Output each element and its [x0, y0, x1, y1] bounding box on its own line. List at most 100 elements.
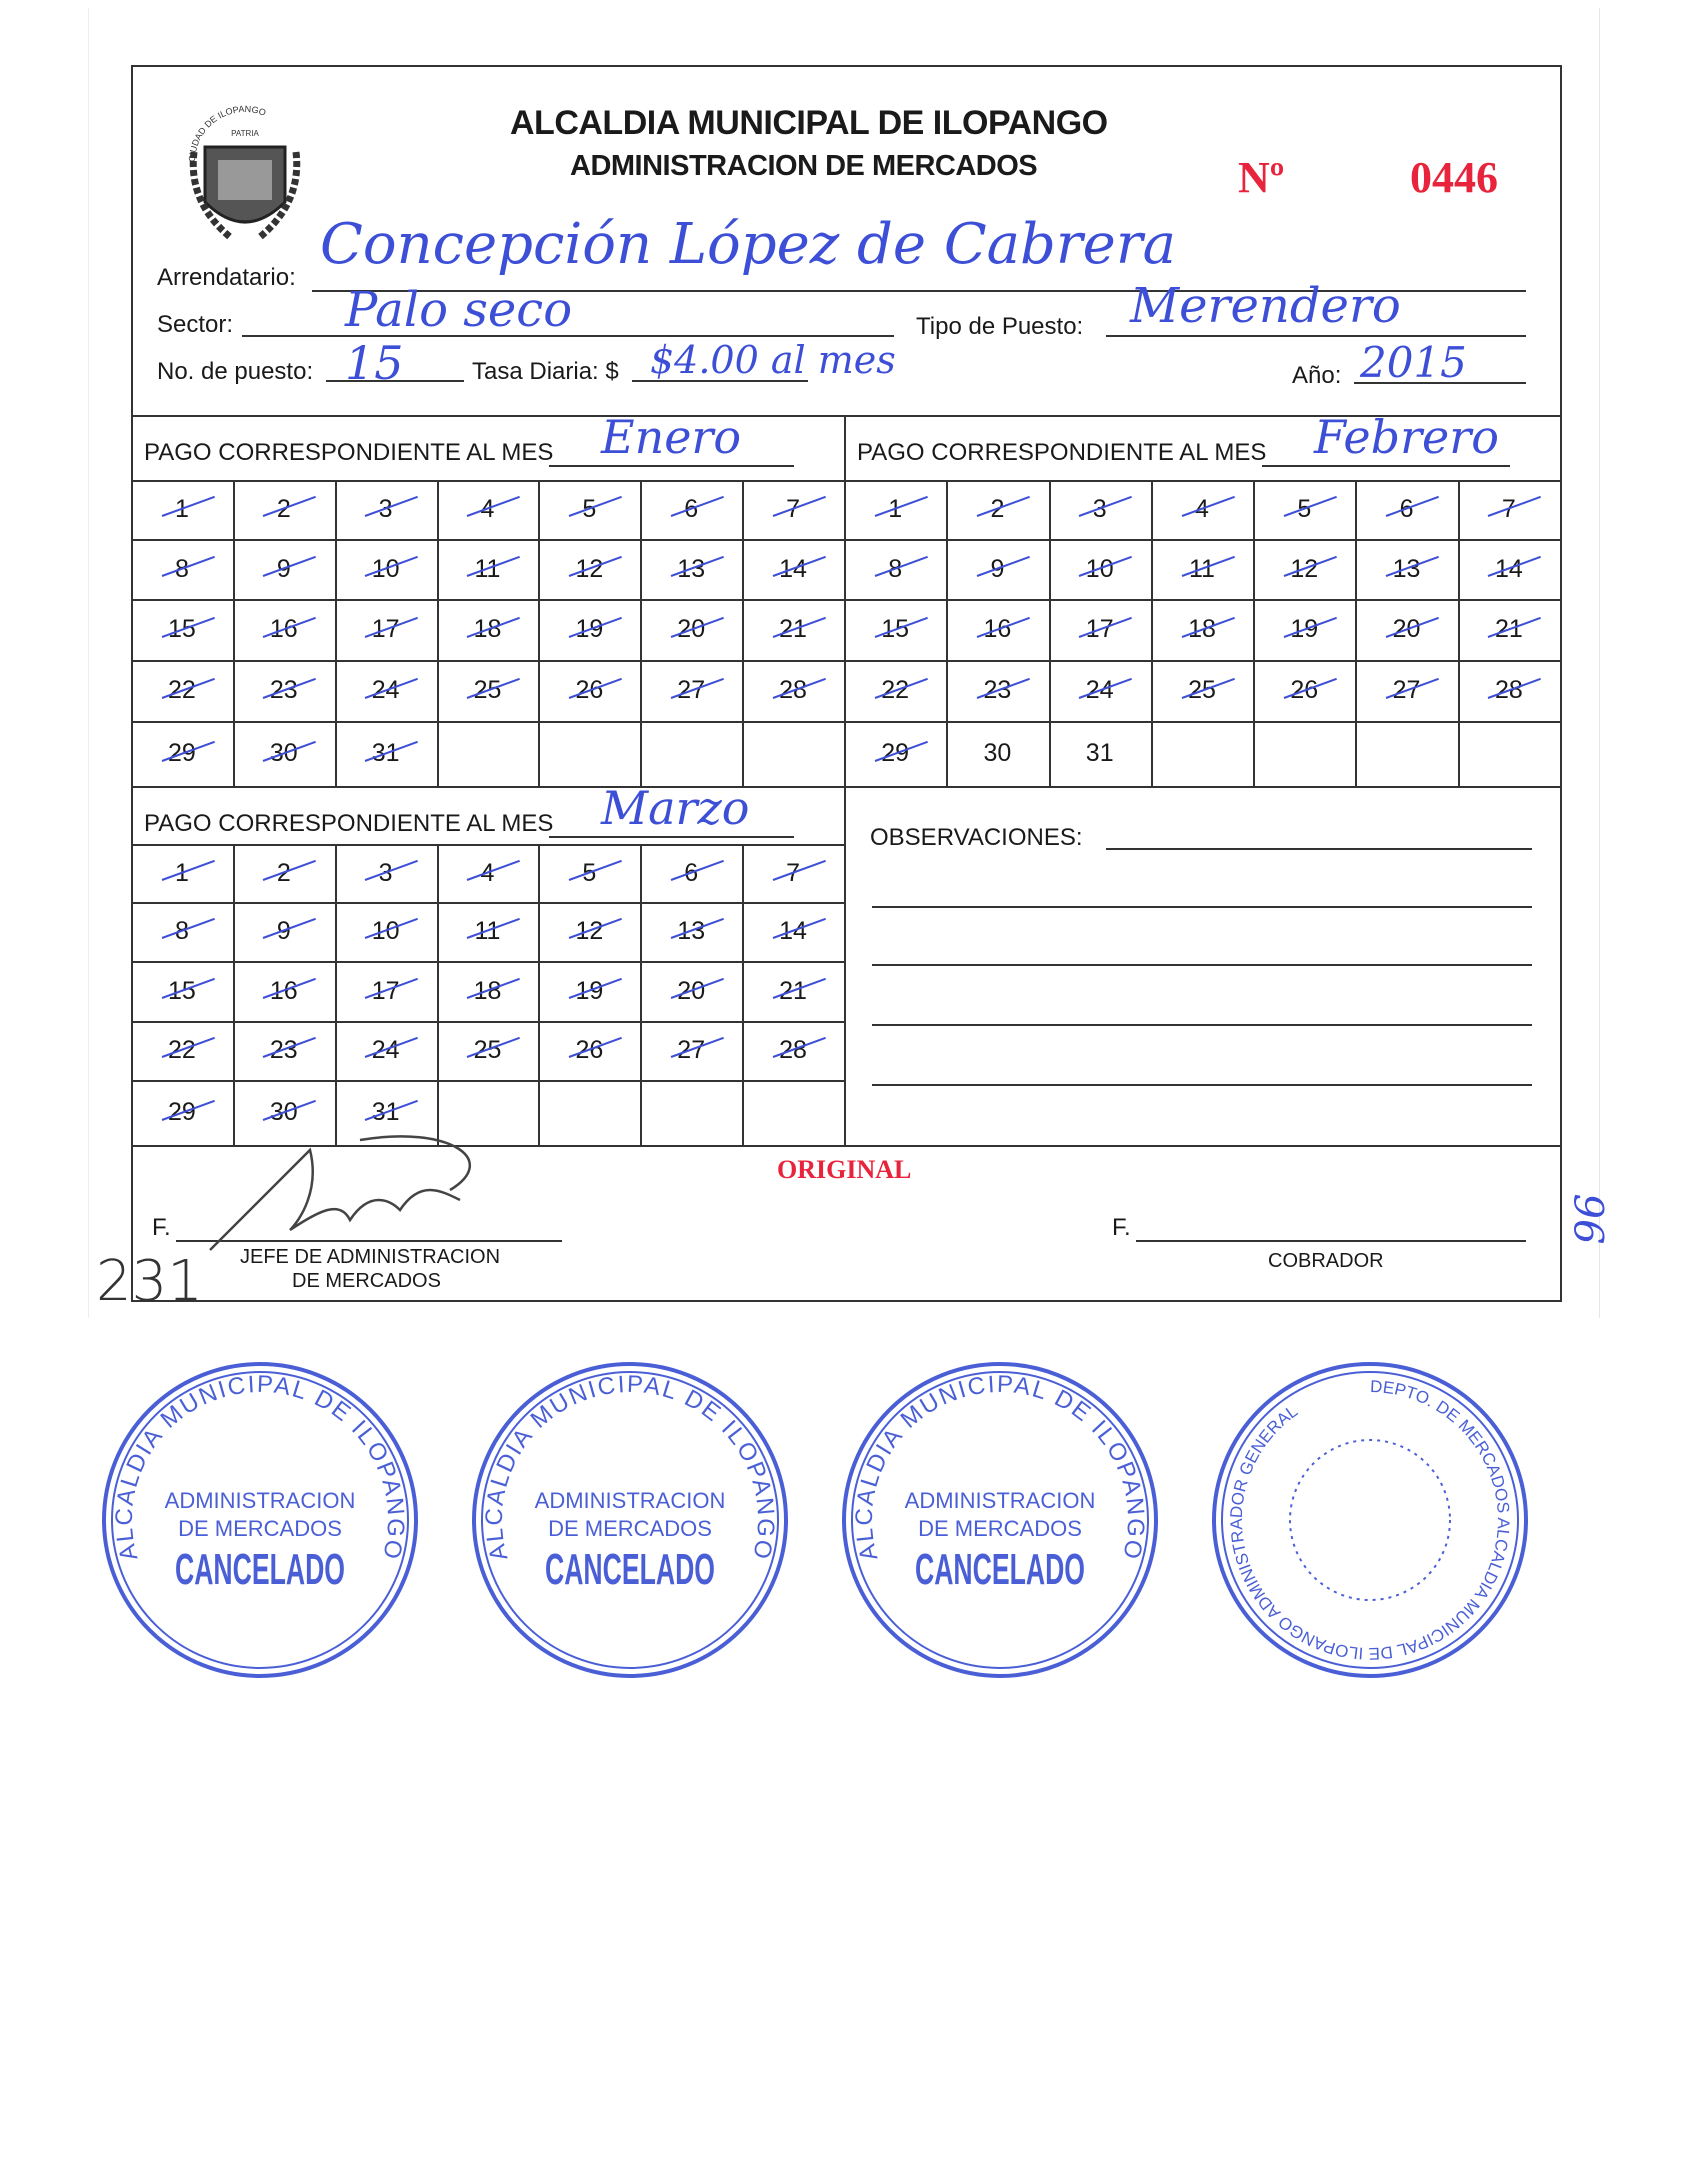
svg-text:ADMINISTRACION: ADMINISTRACION — [535, 1488, 726, 1513]
month-line — [549, 836, 794, 838]
handwritten-number: 231 — [96, 1249, 203, 1314]
grid-col-line — [640, 844, 643, 1145]
grid-row-line — [131, 902, 844, 904]
cobrador-label: COBRADOR — [1268, 1250, 1384, 1272]
footer-divider — [131, 1145, 1560, 1147]
arrendatario-value[interactable]: Concepción López de Cabrera — [320, 212, 1176, 277]
svg-text:ADMINISTRACION: ADMINISTRACION — [165, 1488, 356, 1513]
svg-text:CANCELADO: CANCELADO — [545, 1545, 715, 1594]
month-line — [1262, 465, 1510, 467]
observaciones-line — [872, 1084, 1532, 1086]
grid-col-line — [742, 480, 745, 786]
number-label: Nº — [1238, 153, 1285, 202]
observaciones-line — [872, 1024, 1532, 1026]
form-title: ALCALDIA MUNICIPAL DE ILOPANGO — [510, 104, 1108, 142]
svg-text:ADMINISTRACION: ADMINISTRACION — [905, 1488, 1096, 1513]
grid-row-line — [844, 539, 1560, 541]
grid-column-divider — [844, 415, 846, 1145]
tipo-puesto-value[interactable]: Merendero — [1130, 278, 1401, 334]
tipo-puesto-line — [1106, 335, 1526, 337]
puesto-line — [326, 380, 464, 382]
grid-col-line — [436, 844, 439, 1145]
cancelado-stamp: ALCALDIA MUNICIPAL DE ILOPANGOADMINISTRA… — [102, 1362, 418, 1678]
svg-text:DEPTO. DE MERCADOS ALCALDIA MU: DEPTO. DE MERCADOS ALCALDIA MUNICIPAL DE… — [1227, 1377, 1513, 1663]
grid-row-line — [844, 599, 1560, 601]
grid-col-line — [1253, 480, 1256, 786]
grid-col-line — [436, 480, 439, 786]
day-cell-30[interactable]: 30 — [983, 739, 1012, 767]
month-header-label: PAGO CORRESPONDIENTE AL MES — [144, 439, 554, 466]
grid-row-line — [131, 660, 844, 662]
grid-row-line — [131, 599, 844, 601]
cobrador-f-label: F. — [1112, 1214, 1131, 1241]
grid-col-line — [538, 480, 541, 786]
svg-text:CANCELADO: CANCELADO — [915, 1545, 1085, 1594]
month-value[interactable]: Marzo — [601, 781, 750, 835]
grid-col-line — [1355, 480, 1358, 786]
arrendatario-label: Arrendatario: — [157, 264, 296, 291]
page-sheet — [88, 8, 1600, 1318]
jefe-label-line2: DE MERCADOS — [292, 1270, 441, 1292]
municipal-seal-logo: CIUDAD DE ILOPANGO PATRIA — [187, 104, 301, 240]
grid-row-line — [844, 480, 1560, 482]
grid-col-line — [232, 844, 235, 1145]
anio-label: Año: — [1292, 362, 1342, 389]
observaciones-label: OBSERVACIONES: — [870, 824, 1083, 851]
grid-row-line — [131, 721, 844, 723]
jefe-signature-line — [176, 1240, 562, 1242]
grid-row-line — [844, 721, 1560, 723]
anio-line — [1354, 382, 1526, 384]
grid-row-line — [131, 1021, 844, 1023]
receipt-number: 0446 — [1410, 153, 1498, 202]
puesto-value[interactable]: 15 — [345, 336, 404, 390]
month-value[interactable]: Febrero — [1314, 410, 1499, 464]
cancelado-stamp: ALCALDIA MUNICIPAL DE ILOPANGOADMINISTRA… — [842, 1362, 1158, 1678]
jefe-label-line1: JEFE DE ADMINISTRACION — [240, 1246, 501, 1268]
grid-col-line — [1457, 480, 1460, 786]
original-label: ORIGINAL — [777, 1155, 912, 1184]
grid-row-line — [131, 961, 844, 963]
seal-motto: PATRIA — [231, 129, 259, 138]
tasa-value[interactable]: $4.00 al mes — [650, 338, 896, 382]
month-header-label: PAGO CORRESPONDIENTE AL MES — [144, 810, 554, 837]
sector-label: Sector: — [157, 311, 234, 338]
grid-col-line — [232, 480, 235, 786]
day-cell-31[interactable]: 31 — [1085, 739, 1114, 767]
month-line — [549, 465, 794, 467]
sector-value[interactable]: Palo seco — [345, 282, 573, 338]
anio-value[interactable]: 2015 — [1360, 338, 1467, 387]
tipo-puesto-label: Tipo de Puesto: — [916, 313, 1084, 340]
jefe-f-label: F. — [152, 1214, 171, 1241]
tasa-label: Tasa Diaria: $ — [472, 358, 619, 385]
grid-row-line — [131, 844, 844, 846]
puesto-label: No. de puesto: — [157, 358, 314, 385]
grid-row-line — [131, 539, 844, 541]
grid-col-line — [1048, 480, 1051, 786]
grid-row-line — [131, 1080, 844, 1082]
grid-col-line — [1150, 480, 1153, 786]
grid-row-line — [844, 660, 1560, 662]
arrendatario-line — [312, 290, 1526, 292]
form-subtitle: ADMINISTRACION DE MERCADOS — [570, 150, 1038, 182]
cancelado-stamp: ALCALDIA MUNICIPAL DE ILOPANGOADMINISTRA… — [472, 1362, 788, 1678]
grid-col-line — [334, 480, 337, 786]
administrador-stamp: DEPTO. DE MERCADOS ALCALDIA MUNICIPAL DE… — [1212, 1362, 1528, 1678]
sector-line — [242, 335, 894, 337]
observaciones-line — [872, 964, 1532, 966]
receipt-form — [131, 65, 1562, 1302]
cobrador-signature-line — [1136, 1240, 1526, 1242]
grid-col-line — [640, 480, 643, 786]
jefe-signature — [209, 1135, 472, 1251]
svg-text:DE MERCADOS: DE MERCADOS — [918, 1516, 1082, 1541]
grid-row-line — [131, 480, 844, 482]
month-value[interactable]: Enero — [601, 410, 742, 464]
grid-col-line — [742, 844, 745, 1145]
observaciones-line — [1106, 848, 1532, 850]
grid-col-line — [538, 844, 541, 1145]
month-header-label: PAGO CORRESPONDIENTE AL MES — [857, 439, 1267, 466]
svg-text:DE MERCADOS: DE MERCADOS — [548, 1516, 712, 1541]
grid-col-line — [334, 844, 337, 1145]
svg-text:CANCELADO: CANCELADO — [175, 1545, 345, 1594]
grid-col-line — [946, 480, 949, 786]
